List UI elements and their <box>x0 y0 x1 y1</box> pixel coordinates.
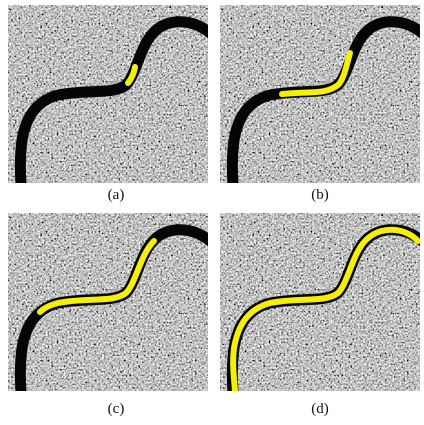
panel-c <box>8 213 210 393</box>
panel-b <box>220 5 422 185</box>
caption: (a) <box>108 187 125 203</box>
caption: (b) <box>311 187 329 203</box>
figure: (a) (b) (c) (d) <box>0 0 424 425</box>
panel-a <box>8 5 210 185</box>
caption: (c) <box>108 401 125 417</box>
panel-d <box>220 213 422 393</box>
caption: (d) <box>311 401 329 417</box>
